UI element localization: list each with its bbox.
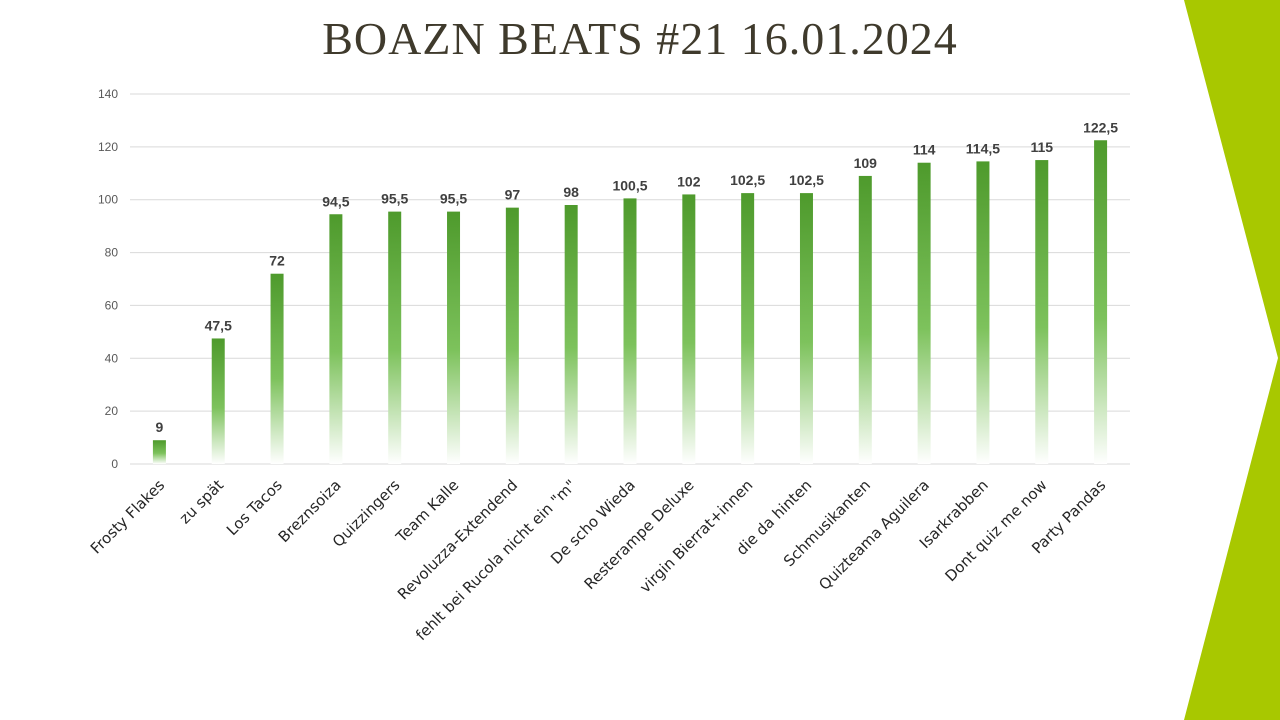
data-label: 102,5 bbox=[789, 172, 824, 188]
bar bbox=[564, 205, 578, 464]
data-label: 102,5 bbox=[730, 172, 765, 188]
bar bbox=[623, 198, 637, 464]
bar bbox=[858, 175, 872, 464]
data-label: 114 bbox=[913, 142, 936, 158]
y-tick-label: 100 bbox=[98, 193, 118, 207]
data-label: 114,5 bbox=[966, 140, 1000, 156]
y-axis-ticks: 0 20 40 60 80 100 120 140 bbox=[98, 87, 118, 471]
data-label: 122,5 bbox=[1083, 119, 1118, 135]
bar bbox=[505, 207, 519, 464]
data-label: 95,5 bbox=[381, 191, 408, 207]
y-tick-label: 20 bbox=[105, 404, 119, 418]
data-label: 109 bbox=[854, 155, 878, 171]
bar bbox=[152, 440, 166, 464]
bar bbox=[270, 273, 284, 464]
category-label: Quizteama Aguilera bbox=[815, 476, 933, 594]
bar bbox=[741, 193, 755, 464]
y-tick-label: 140 bbox=[98, 87, 118, 101]
data-label: 95,5 bbox=[440, 191, 467, 207]
y-tick-label: 40 bbox=[105, 351, 119, 365]
y-tick-label: 80 bbox=[105, 246, 119, 260]
data-label: 98 bbox=[563, 184, 579, 200]
data-label: 9 bbox=[156, 419, 164, 435]
category-label: Dont quiz me now bbox=[941, 476, 1050, 585]
data-labels: 9 47,5 72 94,5 95,5 95,5 97 98 100,5 102 102,5 102,… bbox=[156, 119, 1119, 435]
bar bbox=[329, 214, 343, 464]
y-tick-label: 0 bbox=[111, 457, 118, 471]
bar bbox=[917, 162, 931, 464]
y-tick-label: 60 bbox=[105, 298, 119, 312]
bar bbox=[211, 338, 225, 464]
bar bbox=[682, 194, 696, 464]
bar bbox=[1035, 160, 1049, 465]
category-label: Los Tacos bbox=[223, 476, 286, 539]
data-label: 47,5 bbox=[205, 317, 232, 333]
bar bbox=[447, 211, 461, 464]
category-label: zu spät bbox=[176, 476, 227, 527]
data-label: 94,5 bbox=[322, 193, 349, 209]
data-label: 72 bbox=[269, 253, 285, 269]
bar bbox=[1094, 140, 1108, 464]
data-label: 115 bbox=[1030, 139, 1053, 155]
bar bbox=[388, 211, 402, 464]
category-label: Frosty Flakes bbox=[87, 476, 169, 558]
data-label: 97 bbox=[505, 187, 521, 203]
data-label: 100,5 bbox=[612, 177, 647, 193]
data-label: 102 bbox=[677, 173, 701, 189]
bar bbox=[799, 193, 813, 464]
category-label: Resterampe Deluxe bbox=[581, 476, 698, 593]
bars bbox=[152, 140, 1108, 465]
slide-title: BOAZN BEATS #21 16.01.2024 bbox=[322, 13, 958, 64]
green-accent-chevron bbox=[1184, 0, 1280, 720]
category-label: virgin Bierrat+innen bbox=[636, 476, 756, 596]
y-tick-label: 120 bbox=[98, 140, 118, 154]
bar bbox=[976, 161, 990, 464]
category-label: Revoluzza-Extendend bbox=[394, 476, 521, 603]
